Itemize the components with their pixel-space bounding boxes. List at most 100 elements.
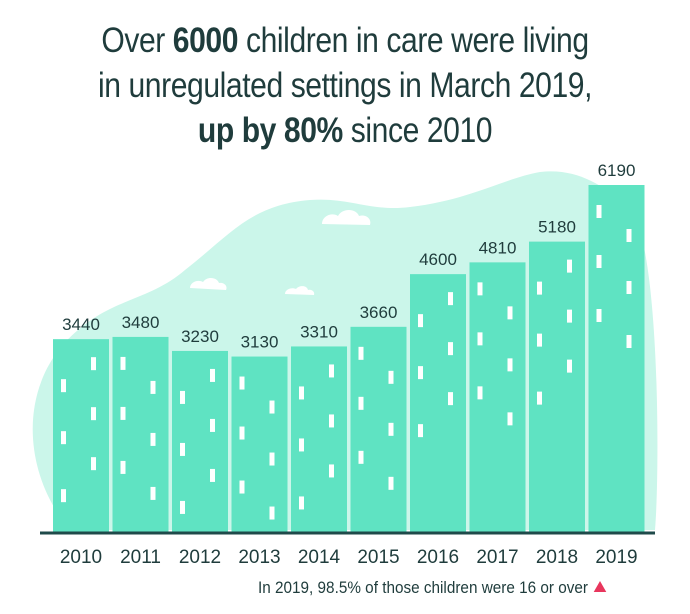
cloud-shape bbox=[190, 277, 227, 290]
window-shape bbox=[120, 460, 126, 474]
x-tick-label-2013: 2013 bbox=[238, 547, 280, 568]
window-shape bbox=[61, 379, 66, 393]
window-shape bbox=[239, 376, 245, 390]
bars-group bbox=[53, 185, 645, 532]
window-shape bbox=[269, 452, 275, 466]
window-shape bbox=[91, 407, 96, 421]
title-line-2: in unregulated settings in March 2019, bbox=[97, 66, 593, 105]
title-line3-post: since 2010 bbox=[342, 111, 493, 150]
bar-2015 bbox=[350, 326, 407, 532]
window-shape bbox=[91, 457, 96, 471]
window-shape bbox=[180, 442, 185, 456]
data-label-2018: 5180 bbox=[538, 218, 576, 237]
window-shape bbox=[418, 366, 423, 380]
window-shape bbox=[388, 422, 394, 436]
bar-2016 bbox=[410, 274, 466, 532]
x-tick-label-2012: 2012 bbox=[179, 547, 221, 568]
window-shape bbox=[299, 386, 304, 400]
window-shape bbox=[418, 424, 423, 438]
window-shape bbox=[537, 391, 542, 405]
clouds bbox=[190, 210, 371, 295]
window-shape bbox=[299, 438, 304, 452]
chart-title: Over 6000 children in care were living i… bbox=[48, 18, 641, 153]
window-shape bbox=[239, 480, 245, 494]
window-shape bbox=[388, 370, 394, 384]
x-tick-label-2019: 2019 bbox=[595, 547, 637, 568]
window-shape bbox=[596, 255, 602, 268]
window-shape bbox=[418, 314, 423, 328]
window-shape bbox=[210, 468, 215, 482]
window-shape bbox=[626, 335, 632, 348]
title-line1-bold: 6000 bbox=[172, 21, 239, 60]
data-labels-group: 3440 3480 3230 3130 3310 3660 4600 4810 5180 6190 bbox=[62, 161, 635, 352]
window-shape bbox=[269, 400, 275, 414]
window-shape bbox=[239, 426, 245, 440]
window-shape bbox=[180, 390, 185, 404]
window-shape bbox=[626, 281, 632, 294]
cloud-shape bbox=[322, 210, 371, 225]
window-shape bbox=[180, 500, 185, 514]
window-shape bbox=[388, 476, 394, 490]
window-shape bbox=[477, 282, 483, 296]
window-shape bbox=[358, 396, 364, 410]
data-label-2017: 4810 bbox=[479, 238, 517, 257]
window-shape bbox=[61, 431, 66, 445]
footnote: In 2019, 98.5% of those children were 16… bbox=[258, 578, 607, 598]
window-shape bbox=[448, 392, 453, 406]
title-line-3: up by 80% since 2010 bbox=[48, 108, 641, 153]
window-shape bbox=[567, 359, 572, 373]
window-shape bbox=[537, 333, 542, 347]
window-shape bbox=[596, 205, 602, 218]
window-shape bbox=[358, 346, 364, 360]
window-shape bbox=[299, 496, 304, 510]
window-shape bbox=[150, 486, 156, 500]
data-label-2011: 3480 bbox=[122, 313, 160, 332]
data-label-2019: 6190 bbox=[598, 161, 636, 180]
cloud-shape bbox=[285, 286, 315, 295]
data-label-2014: 3310 bbox=[300, 322, 338, 341]
x-tick-label-2011: 2011 bbox=[120, 547, 161, 568]
data-label-2010: 3440 bbox=[62, 315, 100, 334]
window-shape bbox=[567, 309, 572, 323]
x-tick-label-2014: 2014 bbox=[298, 547, 341, 568]
window-shape bbox=[150, 432, 156, 446]
window-shape bbox=[567, 259, 572, 273]
footnote-text: In 2019, 98.5% of those children were 16… bbox=[258, 578, 589, 597]
window-shape bbox=[507, 358, 513, 372]
window-shape bbox=[448, 342, 453, 356]
window-shape bbox=[210, 368, 215, 382]
window-shape bbox=[596, 309, 602, 322]
data-label-2012: 3230 bbox=[181, 327, 219, 346]
window-shape bbox=[329, 464, 334, 478]
title-line3-bold: up by 80% bbox=[197, 111, 343, 150]
window-shape bbox=[91, 357, 96, 371]
data-label-2016: 4600 bbox=[419, 250, 457, 269]
window-shape bbox=[269, 506, 275, 520]
triangle-up-icon bbox=[593, 581, 607, 592]
window-shape bbox=[120, 356, 126, 370]
x-axis-ticks: 2010 2011 2012 2013 2014 2015 2016 2017 2018 2019 bbox=[60, 547, 638, 568]
data-label-2015: 3660 bbox=[360, 303, 398, 322]
window-shape bbox=[329, 414, 334, 428]
x-tick-label-2015: 2015 bbox=[357, 547, 399, 568]
bar-2019 bbox=[588, 185, 645, 532]
x-tick-label-2018: 2018 bbox=[536, 547, 578, 568]
window-shape bbox=[507, 412, 513, 426]
window-shape bbox=[210, 418, 215, 432]
window-shape bbox=[120, 406, 126, 420]
window-shape bbox=[477, 386, 483, 400]
window-shape bbox=[329, 364, 334, 378]
x-tick-label-2016: 2016 bbox=[417, 547, 459, 568]
window-shape bbox=[507, 306, 513, 320]
window-shape bbox=[626, 229, 632, 242]
x-tick-label-2017: 2017 bbox=[476, 547, 518, 568]
window-shape bbox=[537, 281, 542, 295]
title-line1-pre: Over bbox=[101, 21, 173, 60]
window-shape bbox=[61, 489, 66, 503]
data-label-2013: 3130 bbox=[241, 333, 279, 352]
x-tick-label-2010: 2010 bbox=[60, 547, 102, 568]
window-shape bbox=[358, 450, 364, 464]
window-shape bbox=[150, 380, 156, 394]
title-line1-post: children in care were living bbox=[238, 21, 589, 60]
